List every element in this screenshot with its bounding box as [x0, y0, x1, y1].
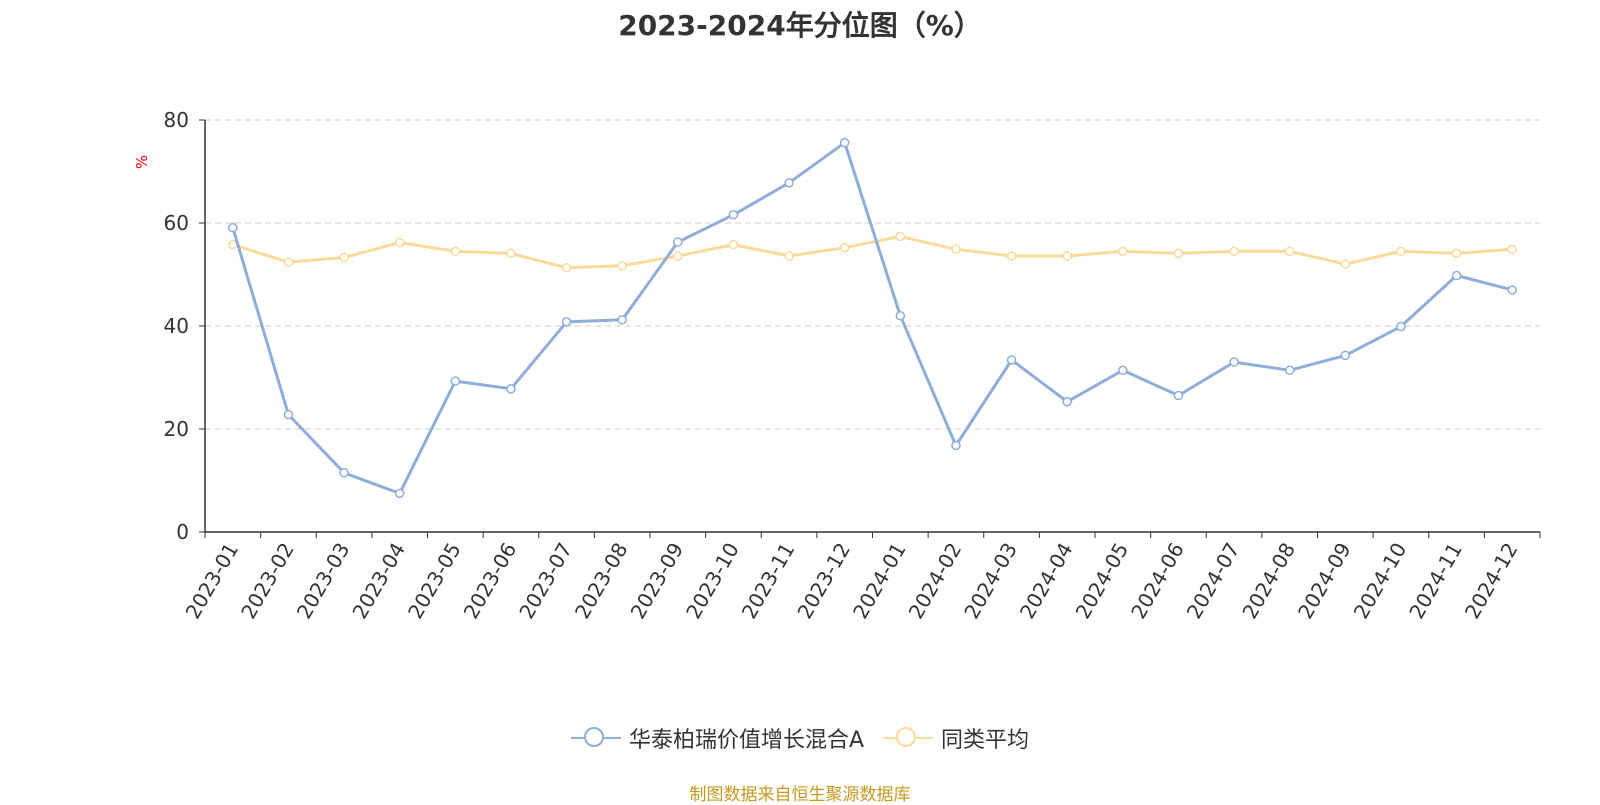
data-point-average	[1340, 259, 1351, 269]
x-tick-label: 2024-02	[904, 539, 967, 623]
x-tick-label: 2024-07	[1182, 539, 1245, 623]
data-point-average	[617, 260, 627, 271]
data-point-fund	[1284, 365, 1295, 376]
data-point-fund	[951, 440, 961, 451]
data-point-average	[561, 263, 572, 273]
data-point-average	[1118, 246, 1128, 257]
series-layer	[228, 137, 1517, 499]
axes: 0204060802023-012023-022023-032023-04202…	[164, 108, 1541, 623]
data-point-average	[895, 231, 906, 242]
data-point-average	[450, 246, 461, 257]
data-point-average	[784, 251, 794, 261]
legend-label-average: 同类平均	[941, 728, 1030, 753]
x-tick-label: 2024-03	[959, 539, 1022, 623]
x-tick-label: 2023-06	[459, 539, 522, 623]
data-point-fund	[1118, 365, 1128, 376]
legend-swatch-average	[883, 726, 934, 750]
x-tick-label: 2024-12	[1460, 539, 1523, 623]
legend-swatch-fund	[570, 726, 621, 750]
data-point-fund	[1006, 355, 1017, 365]
series-line-average	[232, 234, 1513, 270]
x-tick-label: 2024-09	[1293, 539, 1356, 623]
chart-title: 2023-2024年分位图（%）	[618, 9, 982, 42]
y-tick-label: 20	[164, 417, 189, 441]
data-point-average	[1284, 246, 1295, 257]
grid-lines	[205, 119, 1540, 430]
y-tick-label: 0	[176, 520, 189, 544]
x-tick-label: 2023-03	[292, 539, 355, 623]
y-axis-label: %	[133, 155, 151, 169]
data-point-fund	[1062, 396, 1072, 407]
series-line-fund	[231, 141, 1513, 495]
data-point-fund	[1507, 285, 1517, 295]
data-point-average	[673, 251, 683, 261]
data-point-average	[728, 239, 739, 250]
data-point-fund	[394, 488, 405, 499]
data-point-fund	[1229, 357, 1239, 367]
data-point-fund	[506, 384, 516, 394]
data-point-average	[839, 242, 850, 253]
data-point-fund	[1173, 390, 1184, 401]
data-point-average	[951, 244, 961, 255]
x-tick-label: 2023-02	[236, 539, 299, 623]
y-tick-label: 40	[164, 314, 189, 338]
data-point-fund	[728, 210, 739, 220]
data-point-fund	[617, 315, 627, 325]
data-point-average	[1507, 244, 1517, 255]
data-point-average	[1173, 248, 1184, 259]
data-point-fund	[784, 178, 794, 188]
data-point-average	[283, 257, 294, 267]
data-point-fund	[450, 376, 461, 386]
data-point-fund	[895, 310, 906, 321]
data-point-average	[506, 248, 516, 259]
x-tick-label: 2023-09	[626, 539, 689, 623]
data-point-average	[339, 252, 349, 263]
data-point-average	[394, 237, 405, 248]
x-tick-label: 2024-08	[1237, 539, 1300, 623]
x-tick-label: 2023-01	[181, 539, 244, 623]
x-tick-label: 2023-11	[737, 539, 800, 623]
x-tick-label: 2023-07	[514, 539, 577, 623]
data-point-average	[1451, 248, 1462, 259]
data-point-average	[1229, 246, 1239, 257]
x-tick-label: 2023-12	[792, 539, 855, 623]
source-note: 制图数据来自恒生聚源数据库	[689, 785, 911, 805]
data-point-fund	[228, 222, 238, 233]
x-tick-label: 2023-10	[681, 539, 744, 623]
legend-item-average[interactable]: 同类平均	[883, 722, 1029, 754]
legend: 华泰柏瑞价值增长混合A 同类平均	[0, 722, 1600, 756]
x-tick-label: 2024-06	[1126, 539, 1189, 623]
x-tick-label: 2024-05	[1071, 539, 1134, 623]
data-point-average	[1396, 246, 1406, 257]
data-point-fund	[1396, 321, 1406, 332]
data-point-fund	[1451, 270, 1462, 281]
x-tick-label: 2023-04	[347, 539, 410, 623]
data-point-fund	[839, 137, 850, 148]
y-tick-label: 60	[164, 211, 189, 235]
x-tick-label: 2024-04	[1015, 539, 1078, 623]
data-point-fund	[283, 409, 294, 420]
data-point-average	[1006, 251, 1017, 261]
data-point-average	[1062, 251, 1072, 261]
data-point-fund	[673, 237, 683, 247]
x-tick-label: 2024-11	[1404, 539, 1467, 623]
data-point-fund	[561, 317, 572, 327]
x-tick-label: 2023-05	[403, 539, 466, 623]
y-tick-label: 80	[164, 108, 189, 132]
x-tick-label: 2023-08	[570, 539, 633, 623]
legend-label-fund: 华泰柏瑞价值增长混合A	[628, 728, 865, 753]
data-point-fund	[339, 468, 349, 478]
x-tick-label: 2024-01	[848, 539, 911, 623]
data-point-fund	[1340, 350, 1351, 361]
x-tick-label: 2024-10	[1349, 539, 1412, 623]
legend-item-fund[interactable]: 华泰柏瑞价值增长混合A	[570, 722, 865, 754]
